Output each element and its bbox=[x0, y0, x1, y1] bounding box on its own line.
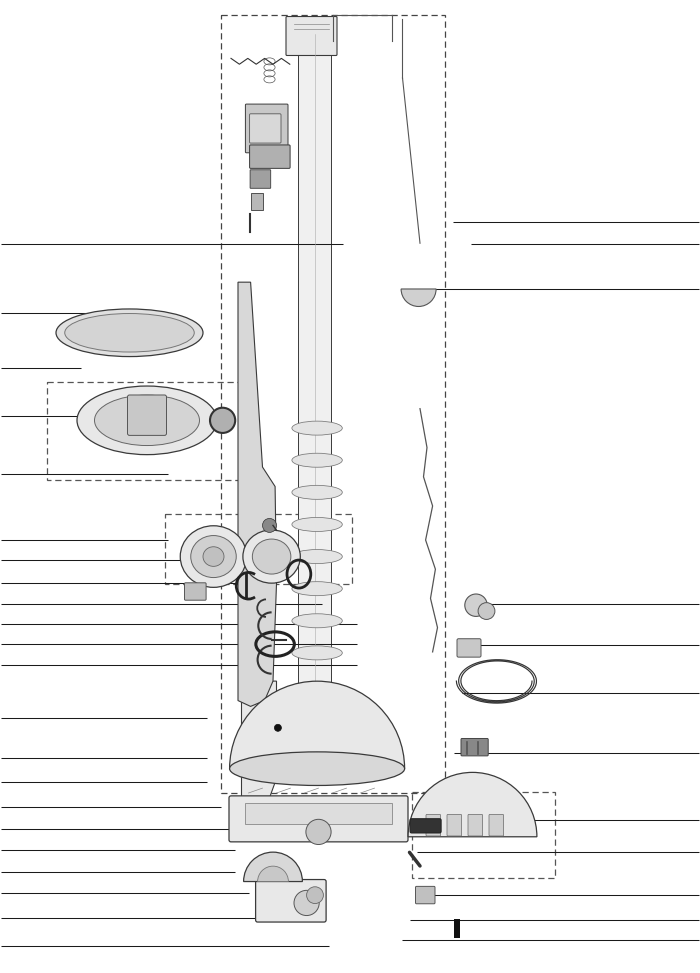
Wedge shape bbox=[230, 681, 405, 769]
Circle shape bbox=[478, 602, 495, 620]
FancyBboxPatch shape bbox=[468, 814, 482, 836]
Bar bbox=[251, 193, 263, 210]
FancyBboxPatch shape bbox=[250, 145, 290, 168]
Ellipse shape bbox=[253, 539, 291, 574]
FancyBboxPatch shape bbox=[416, 886, 435, 904]
Ellipse shape bbox=[292, 646, 342, 660]
FancyBboxPatch shape bbox=[426, 814, 440, 836]
Circle shape bbox=[306, 819, 331, 845]
FancyBboxPatch shape bbox=[127, 395, 167, 435]
Ellipse shape bbox=[292, 486, 342, 499]
Ellipse shape bbox=[292, 614, 342, 628]
Circle shape bbox=[307, 886, 323, 904]
Bar bbox=[164, 514, 352, 584]
FancyBboxPatch shape bbox=[185, 583, 206, 600]
Ellipse shape bbox=[94, 395, 199, 446]
Ellipse shape bbox=[292, 582, 342, 595]
FancyBboxPatch shape bbox=[489, 814, 503, 836]
Polygon shape bbox=[241, 681, 276, 817]
Wedge shape bbox=[258, 866, 288, 882]
Circle shape bbox=[210, 408, 235, 433]
Wedge shape bbox=[408, 773, 537, 837]
FancyBboxPatch shape bbox=[256, 880, 326, 922]
FancyBboxPatch shape bbox=[229, 796, 408, 842]
Polygon shape bbox=[238, 282, 276, 706]
FancyBboxPatch shape bbox=[246, 104, 288, 153]
Bar bbox=[298, 29, 331, 778]
Ellipse shape bbox=[56, 309, 203, 356]
Circle shape bbox=[465, 594, 487, 617]
Circle shape bbox=[262, 519, 276, 532]
Bar bbox=[245, 803, 392, 824]
Ellipse shape bbox=[203, 547, 224, 566]
FancyBboxPatch shape bbox=[410, 818, 441, 833]
Ellipse shape bbox=[292, 421, 342, 435]
FancyBboxPatch shape bbox=[447, 814, 461, 836]
Circle shape bbox=[274, 724, 281, 732]
FancyBboxPatch shape bbox=[250, 169, 271, 189]
Circle shape bbox=[294, 890, 319, 916]
Ellipse shape bbox=[190, 535, 237, 578]
Ellipse shape bbox=[77, 386, 217, 454]
Ellipse shape bbox=[292, 550, 342, 563]
Wedge shape bbox=[401, 289, 436, 306]
Bar bbox=[47, 382, 250, 480]
Ellipse shape bbox=[64, 313, 195, 352]
Bar bbox=[412, 792, 555, 878]
FancyBboxPatch shape bbox=[461, 739, 488, 756]
FancyBboxPatch shape bbox=[286, 17, 337, 55]
FancyBboxPatch shape bbox=[457, 638, 481, 657]
Ellipse shape bbox=[181, 525, 246, 588]
Ellipse shape bbox=[230, 752, 405, 785]
Ellipse shape bbox=[292, 518, 342, 531]
Bar bbox=[454, 919, 460, 938]
Ellipse shape bbox=[292, 453, 342, 467]
Bar bbox=[220, 15, 444, 793]
Ellipse shape bbox=[243, 530, 300, 583]
Wedge shape bbox=[244, 852, 302, 882]
FancyBboxPatch shape bbox=[250, 114, 281, 143]
